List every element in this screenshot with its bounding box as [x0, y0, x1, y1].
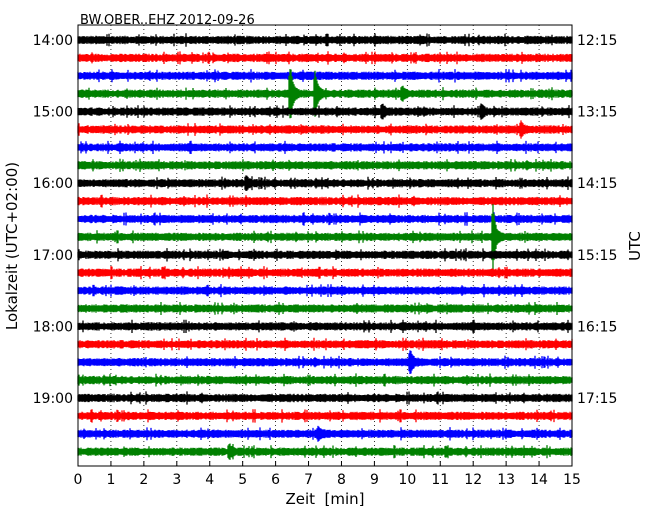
- left-axis-label: Lokalzeit (UTC+02:00): [3, 162, 21, 330]
- left-axis-ticks: 14:00 15:00 16:00 17:00 18:00 19:00: [33, 33, 83, 407]
- seismic-trace: [77, 373, 573, 387]
- seismic-trace: [77, 409, 573, 423]
- x-tick-label: 3: [172, 472, 181, 488]
- x-tick-label: 5: [238, 472, 247, 488]
- seismic-trace: [77, 302, 573, 315]
- x-tick-label: 10: [398, 472, 416, 488]
- y-tick-label-right: 14:15: [577, 176, 617, 192]
- chart-title: BW.OBER..EHZ 2012-09-26: [80, 13, 255, 28]
- y-tick-label-right: 13:15: [577, 105, 617, 121]
- seismic-trace: [77, 194, 573, 208]
- right-axis-label: UTC: [626, 231, 644, 261]
- x-tick-label: 13: [497, 472, 515, 488]
- y-tick-label-left: 19:00: [33, 391, 73, 407]
- x-tick-label: 8: [337, 472, 346, 488]
- x-tick-label: 2: [139, 472, 148, 488]
- seismic-trace: [77, 266, 573, 280]
- y-tick-label-left: 16:00: [33, 176, 73, 192]
- x-tick-label: 1: [106, 472, 115, 488]
- seismic-trace: [77, 120, 573, 139]
- y-tick-label-right: 16:15: [577, 319, 617, 335]
- right-axis-ticks: 12:15 13:15 14:15 15:15 16:15 17:15: [567, 33, 617, 407]
- seismic-trace: [77, 284, 573, 298]
- seismic-trace: [77, 103, 573, 120]
- x-tick-label: 9: [370, 472, 379, 488]
- seismic-trace: [77, 140, 573, 154]
- x-axis-ticks: 0 1 2 3 4 5 6 7 8 9 10 11 12 13 14 15: [74, 461, 581, 488]
- traces: [77, 33, 573, 460]
- seismic-trace: [77, 443, 573, 460]
- x-tick-label: 12: [464, 472, 482, 488]
- x-axis-label: Zeit [min]: [285, 490, 364, 508]
- x-tick-label: 7: [304, 472, 313, 488]
- seismic-trace: [77, 319, 573, 333]
- seismic-trace: [77, 51, 573, 65]
- y-tick-label-left: 14:00: [33, 33, 73, 49]
- seismic-trace: [77, 391, 573, 405]
- seismic-trace: [77, 175, 573, 191]
- seismic-trace: [77, 33, 573, 47]
- y-tick-label-left: 18:00: [33, 319, 73, 335]
- vertical-grid: [110, 25, 540, 466]
- seismic-trace: [77, 69, 573, 83]
- y-tick-label-left: 15:00: [33, 105, 73, 121]
- seismic-trace: [77, 425, 573, 442]
- seismic-trace: [77, 158, 573, 172]
- seismic-trace: [77, 350, 573, 374]
- x-tick-label: 11: [431, 472, 449, 488]
- y-tick-label-right: 17:15: [577, 391, 617, 407]
- x-tick-label: 0: [74, 472, 83, 488]
- y-tick-label-left: 17:00: [33, 248, 73, 264]
- seismic-trace: [77, 337, 573, 351]
- seismic-trace: [77, 204, 573, 270]
- seismic-trace: [77, 248, 573, 262]
- x-tick-label: 15: [563, 472, 581, 488]
- seismic-trace: [77, 212, 573, 226]
- x-tick-label: 4: [205, 472, 214, 488]
- plot-frame: [77, 24, 573, 467]
- y-tick-label-right: 12:15: [577, 33, 617, 49]
- y-tick-label-right: 15:15: [577, 248, 617, 264]
- x-tick-label: 14: [530, 472, 548, 488]
- x-tick-label: 6: [271, 472, 280, 488]
